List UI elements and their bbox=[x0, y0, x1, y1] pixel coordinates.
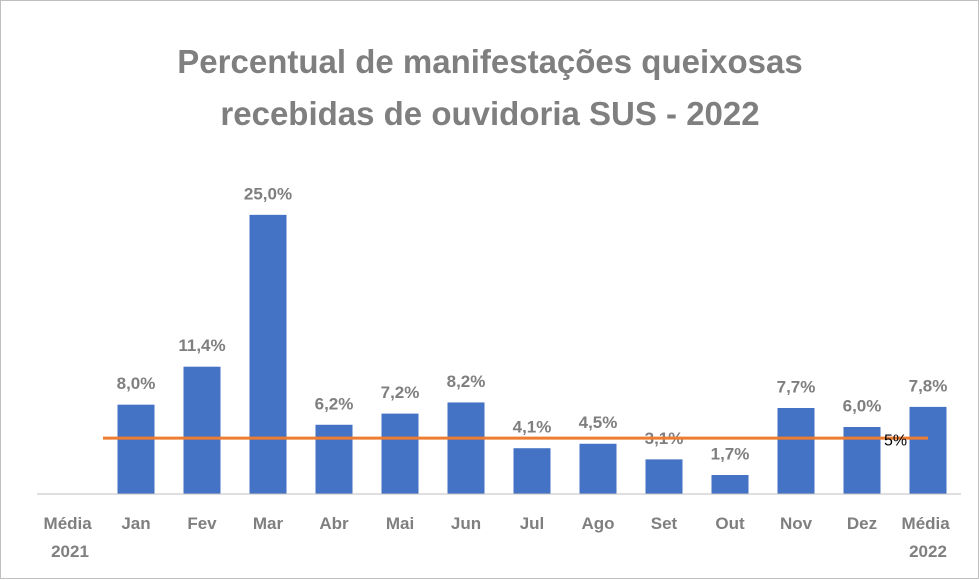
bar bbox=[579, 443, 617, 494]
x-tick-label: Nov bbox=[780, 514, 813, 533]
bar bbox=[711, 475, 749, 494]
data-label: 11,4% bbox=[178, 336, 225, 355]
data-label: 6,2% bbox=[315, 394, 354, 413]
data-label: 4,1% bbox=[513, 418, 552, 437]
data-label: 4,5% bbox=[579, 413, 618, 432]
reference-label: 5% bbox=[884, 432, 907, 449]
x-tick-label: Jan bbox=[121, 514, 150, 533]
bar bbox=[777, 408, 815, 494]
x-tick-label: Fev bbox=[187, 514, 217, 533]
bar bbox=[909, 406, 947, 494]
data-label: 7,8% bbox=[909, 376, 948, 395]
bar bbox=[513, 448, 551, 494]
bar bbox=[645, 459, 683, 494]
data-label: 7,7% bbox=[777, 378, 816, 397]
bar bbox=[381, 413, 419, 494]
x-tick-label: Média 2022 bbox=[902, 514, 955, 561]
data-label: 6,0% bbox=[843, 396, 882, 415]
bar bbox=[447, 402, 485, 494]
bar bbox=[249, 214, 287, 495]
bar bbox=[117, 404, 155, 494]
x-tick-label: Jul bbox=[520, 514, 545, 533]
x-tick-label: Abr bbox=[319, 514, 349, 533]
x-tick-label: Mar bbox=[253, 514, 284, 533]
x-tick-label: Jun bbox=[451, 514, 481, 533]
x-tick-label: Média 2021 bbox=[44, 514, 97, 561]
data-label: 8,0% bbox=[117, 374, 156, 393]
x-tick-label: Mai bbox=[386, 514, 414, 533]
data-label: 25,0% bbox=[244, 184, 292, 203]
x-tick-label: Dez bbox=[847, 514, 877, 533]
data-label: 7,2% bbox=[381, 383, 420, 402]
data-label: 1,7% bbox=[711, 445, 750, 464]
bar bbox=[315, 424, 353, 494]
x-tick-label: Ago bbox=[581, 514, 614, 533]
data-label: 8,2% bbox=[447, 372, 486, 391]
chart-title: Percentual de manifestações queixosas re… bbox=[177, 43, 803, 132]
bar bbox=[183, 366, 221, 494]
x-tick-label: Set bbox=[651, 514, 678, 533]
x-tick-label: Out bbox=[715, 514, 745, 533]
